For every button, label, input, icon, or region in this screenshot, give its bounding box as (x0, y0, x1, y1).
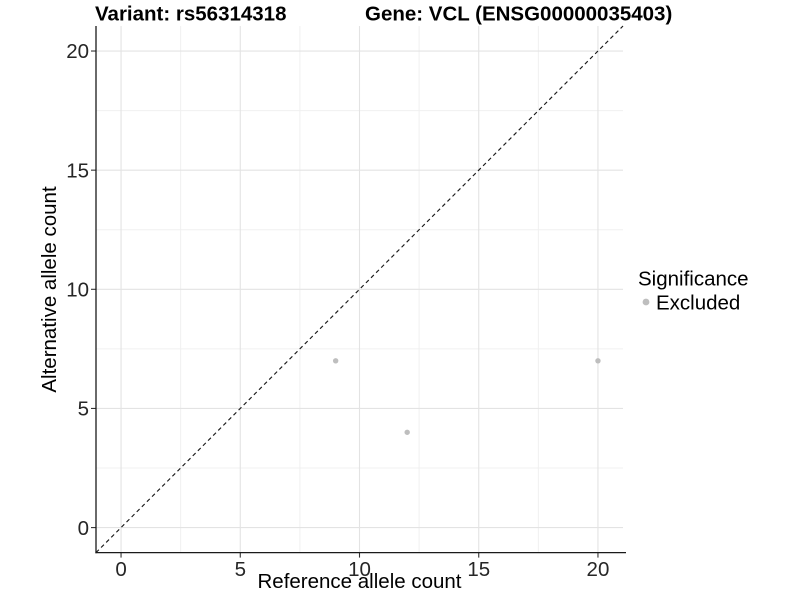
legend-title: Significance (638, 268, 749, 291)
identity-line-layer (95, 25, 624, 554)
data-point (404, 429, 410, 435)
identity-line (95, 25, 624, 554)
x-tick-label: 0 (115, 558, 126, 581)
legend-key-dot (642, 298, 650, 306)
y-tick-label: 10 (66, 279, 89, 302)
plot-title-variant: Variant: rs56314318 (95, 3, 286, 26)
y-axis-title: Alternative allele count (38, 186, 61, 393)
legend-item-excluded: Excluded (656, 292, 740, 315)
legend: Significance Excluded (638, 268, 749, 315)
x-tick-label: 5 (235, 558, 246, 581)
x-axis-title: Reference allele count (258, 570, 462, 593)
tick-labels-layer: 0 5 10 15 20 0 5 10 15 20 (66, 40, 609, 581)
data-points-layer (332, 358, 601, 435)
axis-ticks-layer (91, 50, 599, 558)
x-tick-label: 15 (467, 558, 490, 581)
y-tick-label: 0 (78, 517, 89, 540)
plot-title-gene: Gene: VCL (ENSG00000035403) (365, 3, 672, 26)
major-gridlines (96, 26, 623, 553)
y-tick-label: 5 (78, 398, 89, 421)
y-tick-label: 15 (66, 159, 89, 182)
y-tick-label: 20 (66, 40, 89, 63)
x-tick-label: 20 (587, 558, 610, 581)
data-point (595, 358, 601, 364)
data-point (332, 358, 339, 364)
x-tick-label: 10 (348, 558, 371, 581)
